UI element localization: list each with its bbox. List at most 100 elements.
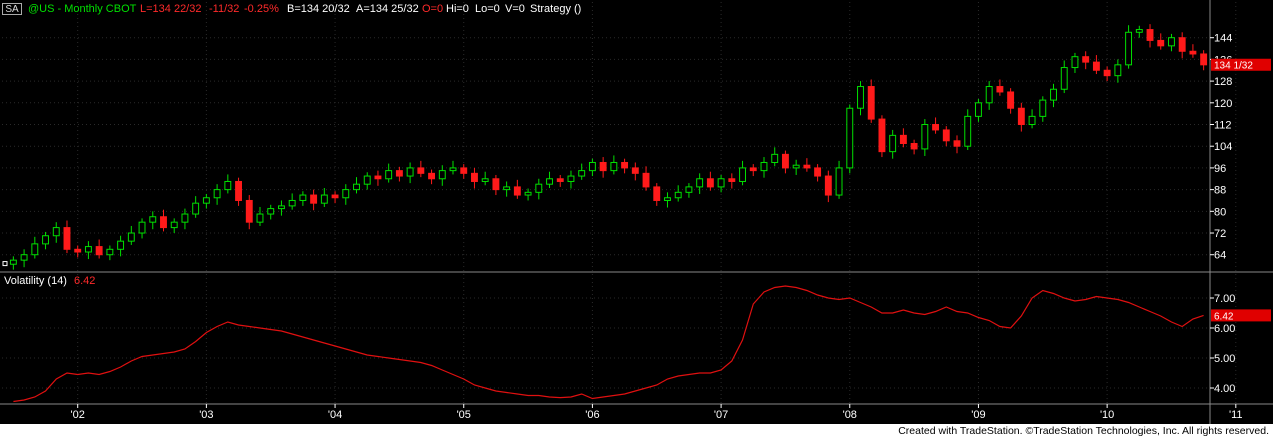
candle-body[interactable] bbox=[20, 254, 28, 261]
candle-body[interactable] bbox=[428, 172, 436, 180]
candle-body[interactable] bbox=[235, 180, 242, 201]
candle-body[interactable] bbox=[438, 170, 446, 180]
candle-body[interactable] bbox=[449, 167, 457, 172]
candle-body[interactable] bbox=[835, 167, 843, 196]
candle-body[interactable] bbox=[899, 134, 907, 145]
candle-body[interactable] bbox=[588, 161, 596, 172]
candle-body[interactable] bbox=[674, 191, 682, 199]
candle-body[interactable] bbox=[277, 205, 285, 210]
candle-body[interactable] bbox=[653, 186, 661, 201]
candle-body[interactable] bbox=[471, 172, 478, 182]
workspace-tab[interactable]: SA bbox=[2, 3, 22, 15]
candle-body[interactable] bbox=[331, 194, 339, 199]
candle-body[interactable] bbox=[717, 178, 725, 188]
candle-body[interactable] bbox=[932, 124, 940, 131]
candle-body[interactable] bbox=[975, 102, 982, 117]
candle-body[interactable] bbox=[964, 115, 972, 147]
candle-body[interactable] bbox=[1007, 91, 1015, 109]
candle-body[interactable] bbox=[889, 134, 897, 153]
candle-body[interactable] bbox=[696, 178, 704, 188]
candle-body[interactable] bbox=[739, 167, 746, 182]
candle-body[interactable] bbox=[921, 124, 929, 150]
candle-body[interactable] bbox=[245, 199, 253, 223]
candle-body[interactable] bbox=[417, 167, 425, 174]
candle-body[interactable] bbox=[224, 180, 232, 191]
candle-body[interactable] bbox=[127, 232, 135, 242]
candle-body[interactable] bbox=[567, 175, 575, 182]
candle-body[interactable] bbox=[395, 170, 403, 177]
candle-body[interactable] bbox=[117, 240, 125, 250]
candle-body[interactable] bbox=[546, 178, 553, 185]
candle-body[interactable] bbox=[310, 194, 318, 204]
candle-body[interactable] bbox=[1189, 50, 1197, 55]
candle-body[interactable] bbox=[256, 213, 264, 223]
candle-body[interactable] bbox=[953, 140, 961, 147]
candle-body[interactable] bbox=[1157, 39, 1165, 47]
candle-body[interactable] bbox=[771, 153, 779, 163]
candle-body[interactable] bbox=[385, 170, 393, 180]
candle-body[interactable] bbox=[1200, 53, 1208, 66]
candle-body[interactable] bbox=[213, 189, 221, 199]
candle-body[interactable] bbox=[942, 129, 950, 142]
candle-body[interactable] bbox=[31, 243, 39, 256]
candle-body[interactable] bbox=[202, 197, 210, 204]
candle-body[interactable] bbox=[288, 199, 296, 207]
candle-body[interactable] bbox=[84, 246, 92, 253]
candle-body[interactable] bbox=[760, 161, 768, 172]
candle-body[interactable] bbox=[814, 167, 822, 177]
candle-body[interactable] bbox=[599, 161, 607, 172]
candle-body[interactable] bbox=[664, 197, 671, 201]
candle-body[interactable] bbox=[320, 194, 328, 204]
candle-body[interactable] bbox=[342, 189, 350, 199]
candle-body[interactable] bbox=[910, 143, 918, 150]
candle-body[interactable] bbox=[95, 246, 103, 256]
candle-body[interactable] bbox=[138, 221, 146, 234]
candle-body[interactable] bbox=[867, 86, 875, 120]
candle-body[interactable] bbox=[406, 167, 414, 177]
candle-body[interactable] bbox=[1050, 88, 1057, 101]
candle-body[interactable] bbox=[353, 183, 360, 191]
candle-body[interactable] bbox=[706, 178, 714, 188]
candle-body[interactable] bbox=[1082, 56, 1090, 63]
candle-body[interactable] bbox=[610, 161, 618, 172]
candle-body[interactable] bbox=[170, 221, 178, 229]
candle-body[interactable] bbox=[1071, 56, 1079, 69]
candle-body[interactable] bbox=[1168, 37, 1175, 47]
candle-body[interactable] bbox=[1092, 61, 1100, 71]
candle-body[interactable] bbox=[685, 186, 693, 193]
candle-body[interactable] bbox=[299, 194, 307, 201]
candle-body[interactable] bbox=[74, 248, 82, 253]
candle-body[interactable] bbox=[503, 186, 511, 191]
candle-body[interactable] bbox=[1146, 29, 1154, 41]
candle-body[interactable] bbox=[985, 86, 993, 104]
candle-body[interactable] bbox=[106, 248, 114, 256]
candle-body[interactable] bbox=[181, 213, 189, 223]
candle-body[interactable] bbox=[803, 164, 811, 169]
candle-body[interactable] bbox=[781, 153, 789, 169]
candle-body[interactable] bbox=[556, 178, 564, 182]
candle-body[interactable] bbox=[792, 164, 800, 169]
candle-body[interactable] bbox=[621, 161, 629, 169]
candle-body[interactable] bbox=[1135, 29, 1143, 33]
volatility-panel[interactable] bbox=[13, 285, 1204, 403]
candle-body[interactable] bbox=[535, 183, 543, 193]
candle-body[interactable] bbox=[846, 107, 854, 169]
candle-body[interactable] bbox=[524, 191, 532, 196]
candle-body[interactable] bbox=[1017, 107, 1025, 126]
candle-body[interactable] bbox=[1060, 67, 1068, 90]
candle-body[interactable] bbox=[513, 186, 521, 196]
candle-body[interactable] bbox=[749, 167, 757, 172]
candle-body[interactable] bbox=[1114, 64, 1122, 77]
candle-body[interactable] bbox=[1039, 99, 1047, 117]
candle-body[interactable] bbox=[481, 178, 489, 182]
candle-body[interactable] bbox=[9, 259, 17, 265]
candle-body[interactable] bbox=[1028, 115, 1036, 126]
candle-body[interactable] bbox=[160, 216, 167, 229]
candle-body[interactable] bbox=[52, 227, 60, 237]
price-panel[interactable] bbox=[9, 24, 1208, 270]
candle-body[interactable] bbox=[374, 175, 382, 180]
candle-body[interactable] bbox=[149, 216, 157, 223]
candle-body[interactable] bbox=[63, 227, 71, 250]
volatility-line[interactable] bbox=[13, 285, 1204, 403]
